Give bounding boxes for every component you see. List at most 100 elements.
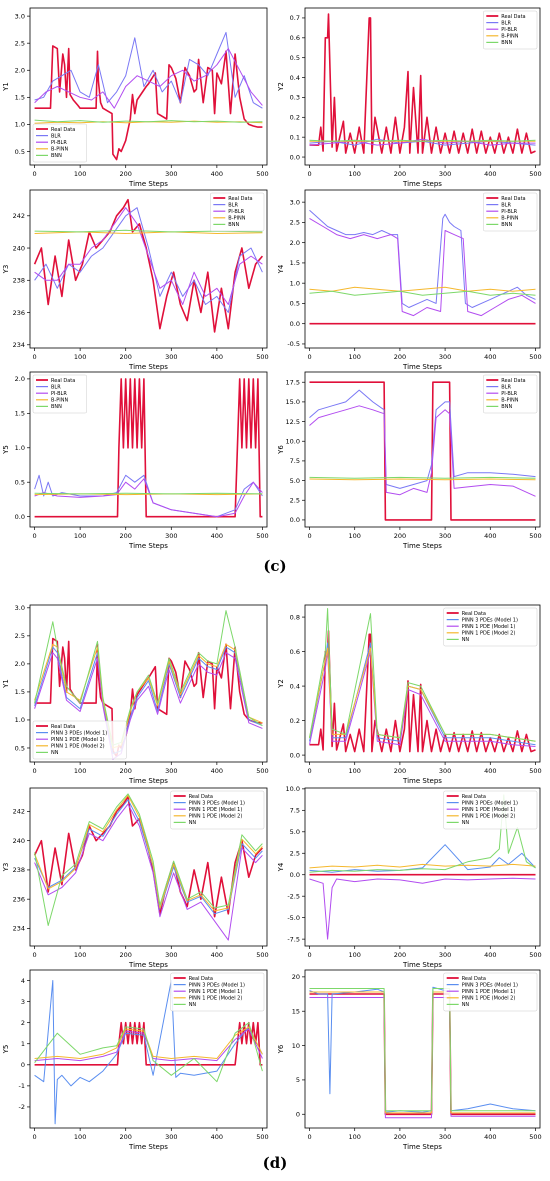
x-tick-label: 500 <box>256 170 268 178</box>
series-line <box>34 803 263 941</box>
legend-label: PINN 1 PDE (Model 1) <box>189 989 243 995</box>
x-axis-label: Time Steps <box>128 777 168 785</box>
y-axis-label: Y3 <box>2 265 10 275</box>
legend-label: BLR <box>501 202 511 208</box>
x-tick-label: 400 <box>484 767 496 775</box>
y-axis-label: Y1 <box>2 679 10 689</box>
y-tick-label: 0.4 <box>290 74 300 82</box>
y-tick-label: 2.5 <box>15 39 25 47</box>
series-line <box>34 646 263 755</box>
axes-frame <box>304 604 541 763</box>
x-axis-label: Time Steps <box>128 363 168 371</box>
x-tick-label: 300 <box>165 1133 177 1141</box>
series-line <box>309 993 536 1116</box>
y-tick-label: -7.5 <box>287 935 300 943</box>
legend-label: PINN 1 PDE (Model 2) <box>462 996 516 1002</box>
x-tick-label: 200 <box>394 170 406 178</box>
legend-box <box>443 790 538 830</box>
axes-frame <box>29 7 268 166</box>
y-tick-label: 1.0 <box>290 279 300 287</box>
y-axis-label: Y4 <box>277 862 285 872</box>
x-tick-label: 500 <box>529 767 541 775</box>
legend-label: NN <box>462 1002 470 1008</box>
x-tick-label: 200 <box>120 170 132 178</box>
x-tick-label: 100 <box>349 1133 361 1141</box>
x-tick-label: 0 <box>32 1133 36 1141</box>
x-tick-label: 500 <box>256 951 268 959</box>
y-axis-label: Y5 <box>2 1045 10 1055</box>
axes-frame <box>304 371 541 528</box>
legend-label: PINN 3 PDEs (Model 1) <box>462 800 518 806</box>
x-tick-label: 300 <box>165 532 177 540</box>
x-tick-label: 300 <box>165 170 177 178</box>
x-tick-label: 200 <box>120 1133 132 1141</box>
series-line <box>34 48 263 109</box>
legend-label: PINN 1 PDE (Model 2) <box>462 631 516 637</box>
y-tick-label: 3.0 <box>15 604 25 612</box>
series-line <box>34 1022 263 1083</box>
x-tick-label: 300 <box>439 767 451 775</box>
legend-label: PI-BLR <box>51 391 67 397</box>
chart-c-y2: 0 100 200 300 400 500 0.0 0.1 0.2 0.3 0.4 0.5 0.6 0.7… <box>277 7 542 188</box>
x-tick-label: 400 <box>211 1133 223 1141</box>
series-line <box>309 476 536 479</box>
chart-c-y4: 0 100 200 300 400 500 -0.5 0.0 0.5 1.0 1.5 2.0 2.5 3.… <box>277 189 542 371</box>
panel-label-c: (c) <box>263 557 287 575</box>
chart-c-y6: 0 100 200 300 400 500 0.0 2.5 5.0 7.5 10.0 12.5 15.0… <box>277 371 542 550</box>
legend-box <box>170 790 265 830</box>
legend-label: B-PINN <box>501 216 518 222</box>
legend-label: B-PINN <box>51 398 68 404</box>
x-tick-label: 500 <box>256 1133 268 1141</box>
y-tick-label: 2.0 <box>15 660 25 668</box>
y-tick-label: 10.0 <box>286 438 300 446</box>
y-axis-label: Y6 <box>277 1044 285 1054</box>
legend-label: B-PINN <box>501 34 518 40</box>
y-tick-label: 0.2 <box>290 114 300 122</box>
x-axis-label: Time Steps <box>128 1143 168 1151</box>
x-tick-label: 400 <box>211 767 223 775</box>
x-axis-label: Time Steps <box>128 961 168 969</box>
y-tick-label: 0.5 <box>15 744 25 752</box>
y-tick-label: 0.0 <box>15 513 25 521</box>
x-tick-label: 300 <box>439 353 451 361</box>
x-tick-label: 300 <box>165 353 177 361</box>
y-tick-label: 10.0 <box>286 785 300 793</box>
series-line <box>309 863 536 869</box>
x-tick-label: 200 <box>394 1133 406 1141</box>
legend-box <box>210 192 265 232</box>
legend-label: PINN 3 PDEs (Model 1) <box>189 982 245 988</box>
series-line <box>309 794 536 873</box>
x-tick-label: 0 <box>307 1133 311 1141</box>
legend-label: Real Data <box>462 794 486 800</box>
series-line <box>309 986 536 1113</box>
legend-label: B-PINN <box>51 147 68 153</box>
legend-label: PINN 1 PDE (Model 2) <box>462 814 516 820</box>
legend-label: PINN 3 PDEs (Model 1) <box>462 617 518 623</box>
chart-c-y3: 0 100 200 300 400 500 234 236 238 240 242 Time Step… <box>2 189 269 371</box>
legend-label: PI-BLR <box>501 27 517 33</box>
series-line <box>309 997 536 1119</box>
y-tick-label: 1.0 <box>15 716 25 724</box>
legend-label: B-PINN <box>501 398 518 404</box>
x-axis-label: Time Steps <box>402 542 442 550</box>
y-tick-label: 0.0 <box>290 516 300 524</box>
series-line <box>34 474 263 518</box>
x-tick-label: 100 <box>349 767 361 775</box>
x-tick-label: 0 <box>307 353 311 361</box>
y-tick-label: 0.4 <box>290 682 300 690</box>
x-tick-label: 400 <box>211 951 223 959</box>
y-tick-label: 0.8 <box>290 613 300 621</box>
x-tick-label: 500 <box>529 170 541 178</box>
y-axis-label: Y2 <box>277 679 285 689</box>
y-axis-label: Y1 <box>2 82 10 92</box>
y-tick-label: 15 <box>292 1008 300 1016</box>
x-axis-label: Time Steps <box>402 777 442 785</box>
chart-d-y1: 0 100 200 300 400 500 0.5 1.0 1.5 2.0 2.5 3.0 Time S… <box>2 604 269 785</box>
axes-frame <box>304 969 541 1129</box>
series-line <box>34 794 263 912</box>
y-tick-label: 240 <box>13 837 25 845</box>
legend-label: BNN <box>501 40 512 46</box>
